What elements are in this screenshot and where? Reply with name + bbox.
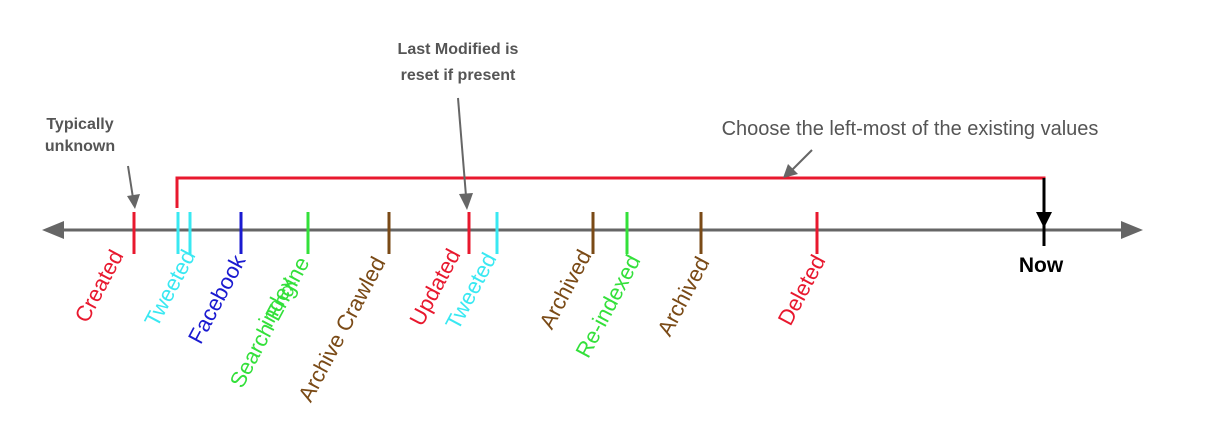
callout-typically-line2: unknown [45,138,115,155]
callout-choose-arrowhead [783,164,798,178]
callout-typically-line1: Typically [46,116,113,133]
now-arrowhead [1036,212,1052,228]
callout-modified-arrow [457,97,467,197]
callout-typically-arrowhead [127,194,140,209]
axis-left-arrowhead [42,221,64,239]
event-label: Deleted [773,251,831,330]
callout-choose-leftmost: Choose the left-most of the existing val… [722,118,1099,178]
callout-typically-arrow [127,165,134,199]
callout-choose-text: Choose the left-most of the existing val… [722,118,1099,140]
callout-choose-arrow [791,149,813,171]
event-label: Archived [652,253,714,340]
callout-modified-line1: Last Modified is [398,41,519,58]
now-label: Now [1019,254,1064,277]
event-label: Created [70,246,129,327]
callout-modified-arrowhead [459,193,473,210]
callout-typically-unknown: Typically unknown [45,116,140,209]
callout-modified-line2: reset if present [401,67,516,84]
range-bracket [175,176,1046,212]
event-label: Tweeted [139,246,200,331]
bracket-line [175,176,1046,212]
axis-right-arrowhead [1121,221,1143,239]
callout-last-modified: Last Modified is reset if present [398,41,519,210]
now-marker: Now [1019,178,1064,277]
